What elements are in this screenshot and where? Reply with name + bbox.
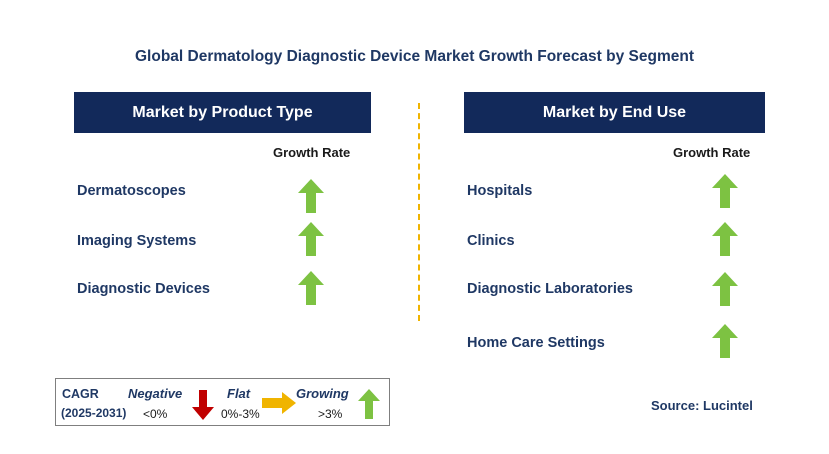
- arrow-up-icon: [298, 271, 324, 305]
- end-use-item-label-diagnostic-laboratories: Diagnostic Laboratories: [467, 281, 633, 297]
- legend-flat-range: 0%-3%: [221, 407, 260, 421]
- arrow-right-icon: [262, 392, 296, 419]
- end-use-growth-header: Growth Rate: [673, 145, 751, 160]
- arrow-down-icon: [192, 390, 214, 425]
- arrow-up-icon: [712, 324, 738, 358]
- legend-growing-range: >3%: [318, 407, 343, 421]
- legend-cagr-label: CAGR: [62, 387, 99, 401]
- product-item-label-dermatoscopes: Dermatoscopes: [77, 183, 186, 199]
- end-use-item-label-home-care-settings: Home Care Settings: [467, 335, 605, 351]
- end-use-item-label-clinics: Clinics: [467, 233, 515, 249]
- product-item-label-imaging-systems: Imaging Systems: [77, 233, 197, 249]
- legend-flat-label: Flat: [227, 386, 251, 401]
- arrow-up-icon: [298, 222, 324, 256]
- legend-box: CAGR (2025-2031) Negative <0% Flat 0%-3%…: [55, 378, 390, 426]
- legend-period: (2025-2031): [61, 406, 127, 420]
- arrow-up-icon: [712, 174, 738, 208]
- arrow-up-icon: [298, 179, 324, 213]
- legend-negative-range: <0%: [143, 407, 168, 421]
- panel-divider: [418, 103, 420, 321]
- product-type-header: Market by Product Type: [74, 92, 371, 133]
- legend-negative-label: Negative: [128, 386, 183, 401]
- end-use-header: Market by End Use: [464, 92, 765, 133]
- source-label: Source: Lucintel: [651, 398, 753, 413]
- product-type-growth-header: Growth Rate: [273, 145, 351, 160]
- arrow-up-icon: [712, 272, 738, 306]
- page-title: Global Dermatology Diagnostic Device Mar…: [135, 48, 694, 65]
- end-use-item-label-hospitals: Hospitals: [467, 183, 533, 199]
- arrow-up-icon: [712, 222, 738, 256]
- legend-growing-label: Growing: [296, 386, 349, 401]
- product-item-label-diagnostic-devices: Diagnostic Devices: [77, 281, 210, 297]
- arrow-up-icon: [358, 389, 380, 424]
